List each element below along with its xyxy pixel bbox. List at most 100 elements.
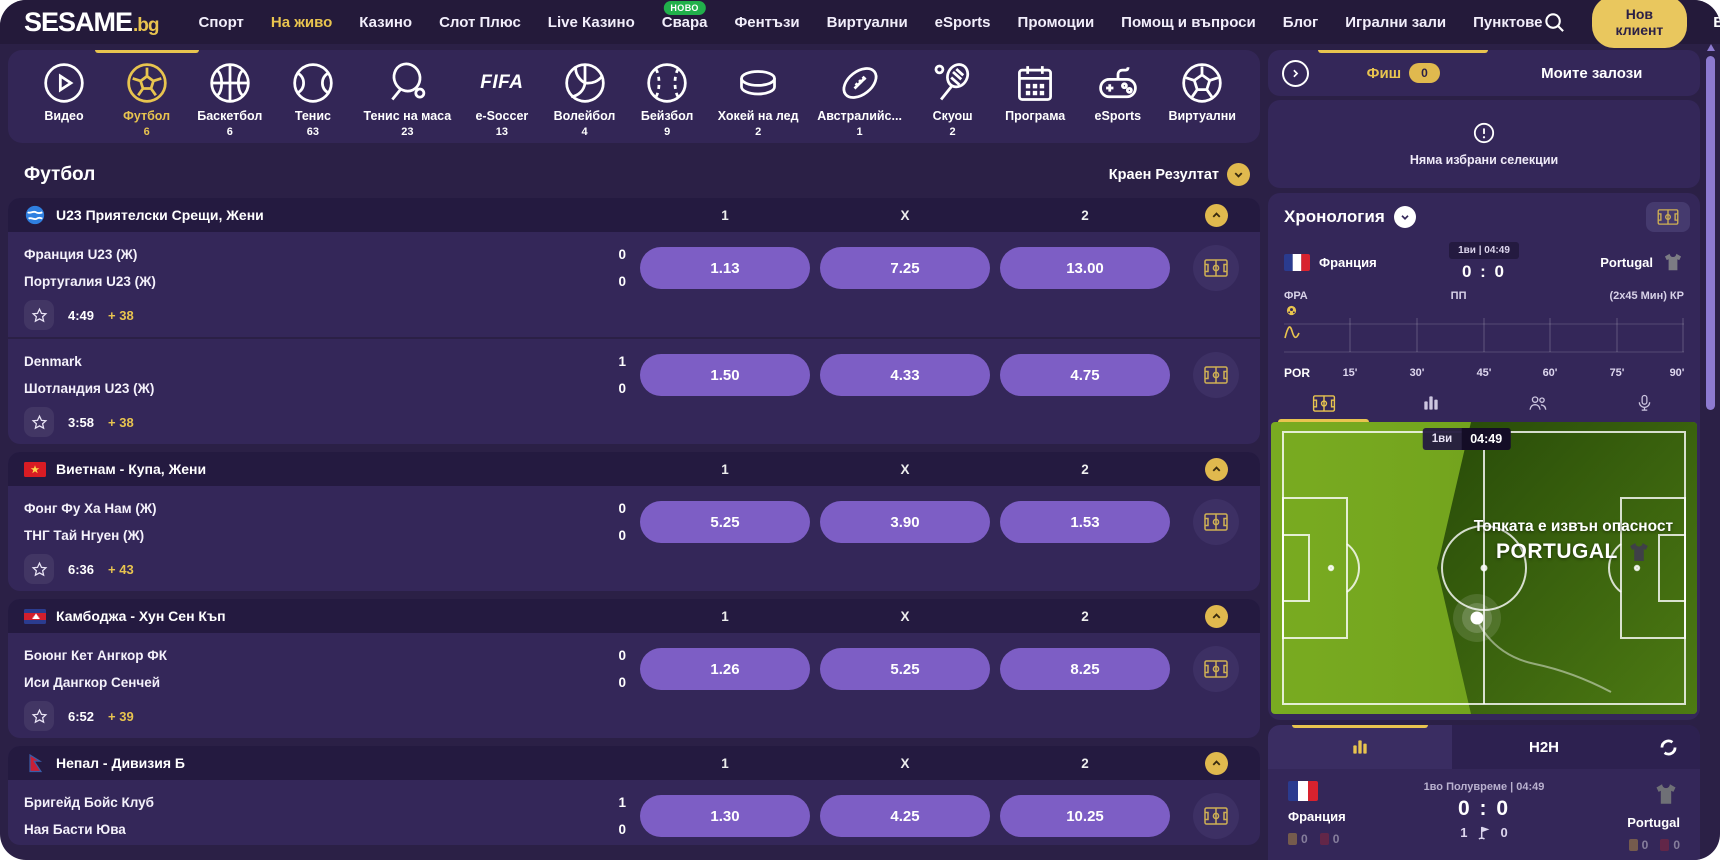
nav-item-sport[interactable]: Спорт [198, 13, 244, 31]
sport-item-basketball[interactable]: Баскетбол 6 [197, 60, 262, 139]
sport-item-program[interactable]: Програма [1003, 60, 1067, 139]
right-sidebar: Фиш 0 Моите залози Няма избрани селекции… [1268, 50, 1700, 860]
nav-item-casino[interactable]: Казино [359, 13, 413, 31]
sport-item-video[interactable]: Видео [32, 60, 96, 139]
search-icon[interactable] [1543, 11, 1566, 34]
favorite-star-icon[interactable] [24, 407, 54, 437]
stats-home-name: Франция [1288, 809, 1346, 824]
odd-button-2[interactable]: 4.75 [1000, 354, 1170, 396]
odd-button-x[interactable]: 4.33 [820, 354, 990, 396]
odd-button-2[interactable]: 10.25 [1000, 795, 1170, 837]
home-team[interactable]: Denmark [24, 354, 82, 369]
favorite-star-icon[interactable] [24, 300, 54, 330]
tab-lineups-view[interactable] [1484, 384, 1591, 422]
nav-item-blog[interactable]: Блог [1282, 13, 1319, 31]
collapse-league-icon[interactable] [1204, 604, 1228, 628]
favorite-star-icon[interactable] [24, 701, 54, 731]
sport-item-football[interactable]: Футбол 6 [115, 60, 179, 139]
nav-item-live[interactable]: На живо [270, 13, 333, 31]
collapse-sidebar-icon[interactable] [1282, 59, 1309, 87]
sport-item-virtuals[interactable]: Виртуални [1168, 60, 1236, 139]
new-customer-button[interactable]: Нов клиент [1591, 0, 1688, 48]
collapse-league-icon[interactable] [1204, 203, 1228, 227]
away-score: 0 [618, 274, 626, 289]
nav-item-slot-plus[interactable]: Слот Плюс [439, 13, 521, 31]
collapse-league-icon[interactable] [1204, 751, 1228, 775]
market-selector[interactable]: Краен Резултат [1109, 163, 1250, 186]
odds-header-2: 2 [1081, 207, 1089, 223]
nav-item-svara[interactable]: НОВО Свара [662, 0, 707, 31]
odd-button-x[interactable]: 5.25 [820, 648, 990, 690]
match-tracker-icon[interactable] [1193, 245, 1239, 291]
tab-h2h[interactable]: H2H [1528, 738, 1559, 756]
tab-commentary-view[interactable] [1591, 384, 1698, 422]
league-card: Камбоджа - Хун Сен Къп 1 X 2 Боюнг Кет А… [8, 599, 1260, 738]
favorite-star-icon[interactable] [24, 554, 54, 584]
away-team[interactable]: Шотландия U23 (Ж) [24, 381, 155, 396]
odd-button-1[interactable]: 1.13 [640, 247, 810, 289]
scrollbar-up-arrow[interactable] [1707, 44, 1715, 51]
chevron-down-icon[interactable] [1227, 163, 1250, 186]
sport-item-esports-games[interactable]: eSports [1086, 60, 1150, 139]
match-tracker-icon[interactable] [1193, 352, 1239, 398]
more-markets-link[interactable]: + 38 [108, 307, 134, 323]
tab-stats-view[interactable] [1377, 384, 1484, 422]
odd-button-x[interactable]: 4.25 [820, 795, 990, 837]
more-markets-link[interactable]: + 39 [108, 708, 134, 724]
tracker-period-badge: 1ви | 04:49 [1449, 242, 1519, 259]
odd-button-1[interactable]: 5.25 [640, 501, 810, 543]
collapse-league-icon[interactable] [1204, 457, 1228, 481]
nav-item-live-casino[interactable]: Live Казино [547, 13, 635, 31]
nav-item-esports[interactable]: eSports [934, 13, 991, 31]
betslip-count-badge: 0 [1409, 63, 1440, 83]
sport-item-tennis[interactable]: Тенис 63 [281, 60, 345, 139]
pitch-view-toggle-icon[interactable] [1646, 202, 1690, 232]
odd-button-x[interactable]: 3.90 [820, 501, 990, 543]
away-team[interactable]: Португалия U23 (Ж) [24, 274, 156, 289]
nav-item-promotions[interactable]: Промоции [1017, 13, 1095, 31]
nav-item-betting-shops[interactable]: Пунктове [1473, 13, 1543, 31]
sport-item-volleyball[interactable]: Волейбол 4 [553, 60, 617, 139]
match-tracker-icon[interactable] [1193, 793, 1239, 839]
tab-statistics[interactable] [1268, 725, 1452, 769]
home-team[interactable]: Бригейд Бойс Клуб [24, 795, 154, 810]
more-markets-link[interactable]: + 43 [108, 561, 134, 577]
nav-item-gaming-halls[interactable]: Игрални зали [1345, 13, 1447, 31]
odd-button-1[interactable]: 1.30 [640, 795, 810, 837]
match-tracker-icon[interactable] [1193, 646, 1239, 692]
home-team[interactable]: Боюнг Кет Ангкор ФК [24, 648, 168, 663]
tracker-scoreboard: Франция 1ви | 04:49 0 : 0 Portugal [1268, 238, 1700, 290]
tab-betslip[interactable]: Фиш 0 [1309, 50, 1498, 96]
squash-icon [931, 60, 975, 106]
chevron-down-icon[interactable] [1393, 206, 1416, 228]
nav-item-virtuals[interactable]: Виртуални [826, 13, 908, 31]
odd-button-1[interactable]: 1.26 [640, 648, 810, 690]
tab-my-bets[interactable]: Моите залози [1541, 64, 1643, 82]
nav-item-help[interactable]: Помощ и въпроси [1121, 13, 1256, 31]
sport-item-esoccer[interactable]: FIFA e-Soccer 13 [470, 60, 534, 139]
nav-item-fantasy[interactable]: Фентъзи [734, 13, 800, 31]
scrollbar[interactable] [1706, 56, 1715, 410]
sport-item-table-tennis[interactable]: Тенис на маса 23 [364, 60, 451, 139]
brand-logo[interactable]: SESAME .bg [24, 7, 160, 38]
more-markets-link[interactable]: + 38 [108, 414, 134, 430]
odd-button-x[interactable]: 7.25 [820, 247, 990, 289]
home-team[interactable]: Фонг Фу Ха Нам (Ж) [24, 501, 157, 516]
sport-item-baseball[interactable]: Бейзбол 9 [635, 60, 699, 139]
league-name: Непал - Дивизия Б [56, 755, 185, 771]
sport-item-aussie-rules[interactable]: Австралийс... 1 [817, 60, 902, 139]
odd-button-1[interactable]: 1.50 [640, 354, 810, 396]
refresh-icon[interactable] [1636, 725, 1700, 769]
home-team[interactable]: Франция U23 (Ж) [24, 247, 138, 262]
away-team[interactable]: Ная Басти Юва [24, 822, 126, 837]
away-team[interactable]: ТНГ Тай Нгуен (Ж) [24, 528, 145, 543]
tab-pitch-view[interactable] [1270, 384, 1377, 422]
match-tracker-icon[interactable] [1193, 499, 1239, 545]
odd-button-2[interactable]: 8.25 [1000, 648, 1170, 690]
sport-item-ice-hockey[interactable]: Хокей на лед 2 [718, 60, 799, 139]
odd-button-2[interactable]: 1.53 [1000, 501, 1170, 543]
odd-button-2[interactable]: 13.00 [1000, 247, 1170, 289]
away-team[interactable]: Иси Дангкор Сенчей [24, 675, 161, 690]
login-button[interactable]: Вход [1713, 14, 1720, 31]
sport-item-squash[interactable]: Скуош 2 [921, 60, 985, 139]
